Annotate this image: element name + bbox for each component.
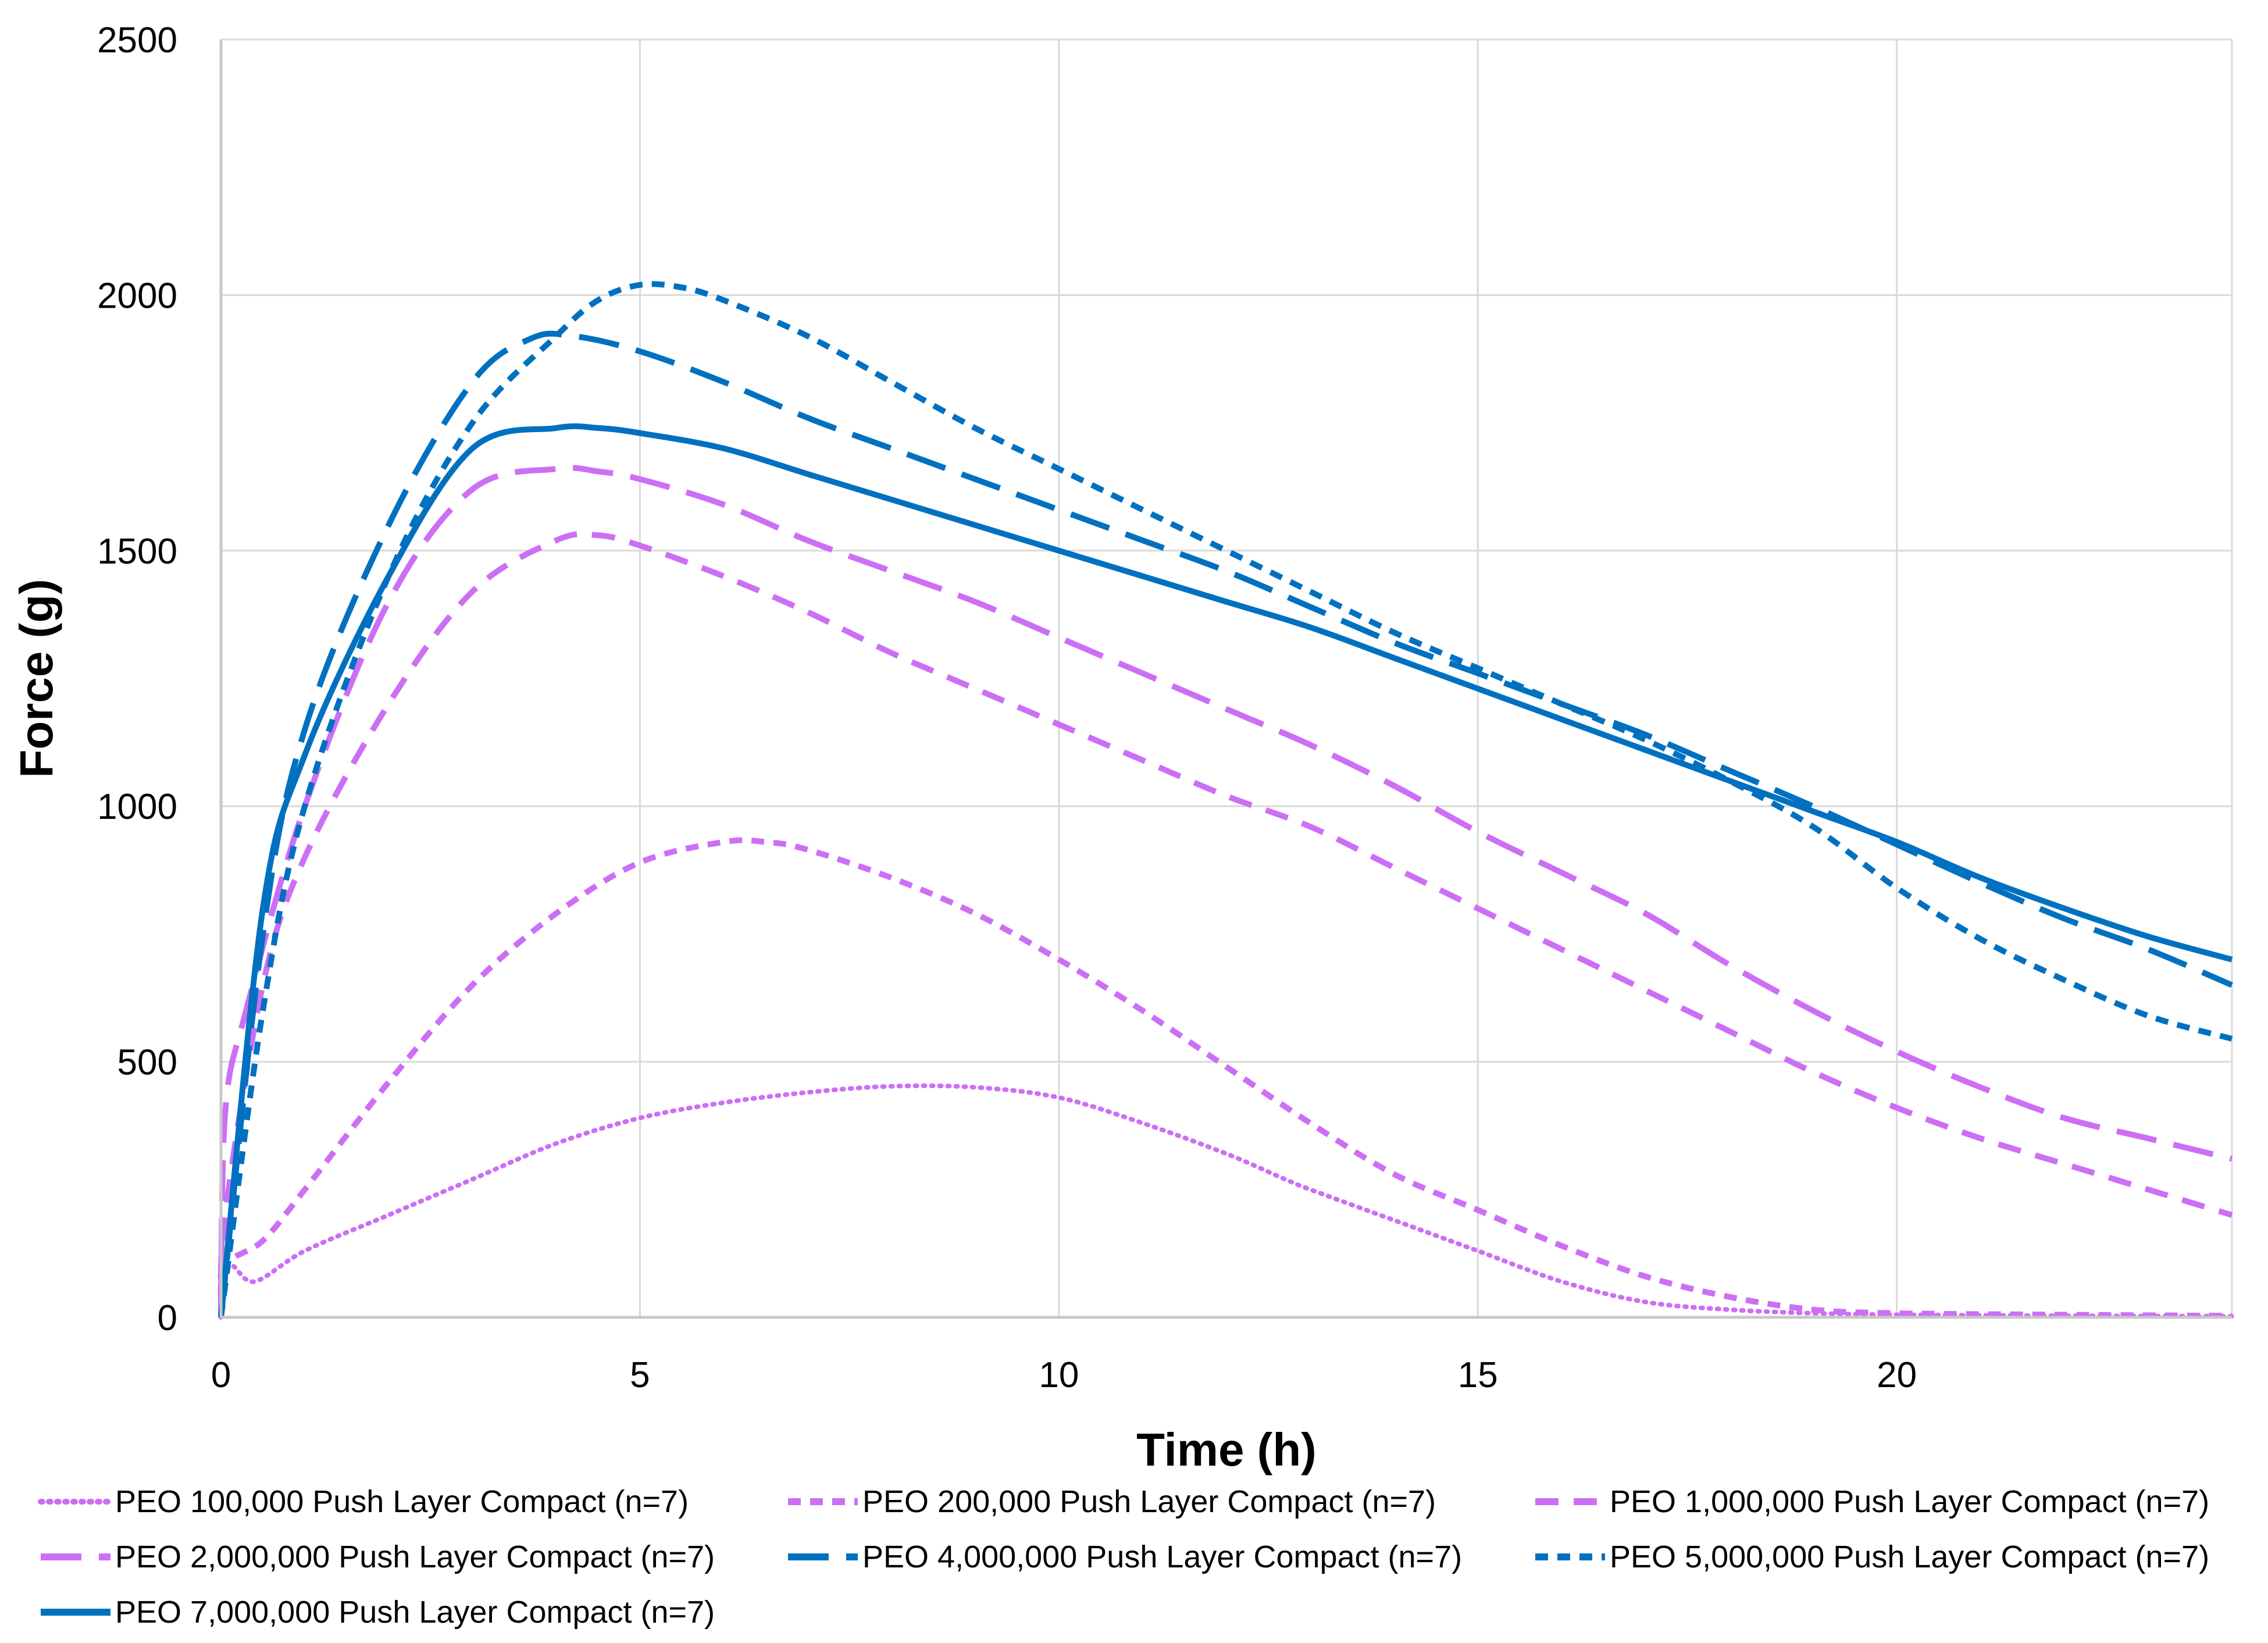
y-tick-label: 1000 <box>97 787 177 827</box>
y-tick-label: 0 <box>158 1298 177 1338</box>
x-tick-label: 15 <box>1458 1355 1498 1395</box>
series-line-1 <box>217 837 2233 1319</box>
legend-label: PEO 5,000,000 Push Layer Compact (n=7) <box>1610 1539 2209 1574</box>
x-axis-title: Time (h) <box>1136 1424 1317 1476</box>
legend-item: PEO 100,000 Push Layer Compact (n=7) <box>38 1484 689 1519</box>
legend-label: PEO 200,000 Push Layer Compact (n=7) <box>862 1484 1436 1519</box>
legend-label: PEO 100,000 Push Layer Compact (n=7) <box>115 1484 689 1519</box>
x-tick-label: 0 <box>211 1355 231 1395</box>
legend-item: PEO 1,000,000 Push Layer Compact (n=7) <box>1535 1484 2209 1519</box>
y-tick-label: 2000 <box>97 276 177 316</box>
y-tick-label: 2500 <box>97 20 177 60</box>
legend-label: PEO 7,000,000 Push Layer Compact (n=7) <box>115 1595 715 1630</box>
legend-item: PEO 7,000,000 Push Layer Compact (n=7) <box>41 1595 715 1630</box>
x-tick-label: 20 <box>1877 1355 1917 1395</box>
y-axis-title: Force (g) <box>10 579 62 778</box>
x-tick-label: 10 <box>1039 1355 1079 1395</box>
y-tick-label: 1500 <box>97 532 177 572</box>
axes: 0 500 1000 1500 2000 2500 0 5 10 15 20 <box>97 20 2232 1395</box>
series-line-6 <box>218 423 2233 1318</box>
x-tick-label: 5 <box>630 1355 650 1395</box>
legend-item: PEO 200,000 Push Layer Compact (n=7) <box>788 1484 1436 1519</box>
legend-item: PEO 4,000,000 Push Layer Compact (n=7) <box>788 1539 1462 1574</box>
legend-item: PEO 5,000,000 Push Layer Compact (n=7) <box>1535 1539 2209 1574</box>
legend-label: PEO 2,000,000 Push Layer Compact (n=7) <box>115 1539 715 1574</box>
legend-label: PEO 4,000,000 Push Layer Compact (n=7) <box>862 1539 1462 1574</box>
gridlines <box>221 38 2233 1317</box>
series-line-2 <box>217 531 2233 1318</box>
legend-label: PEO 1,000,000 Push Layer Compact (n=7) <box>1610 1484 2209 1519</box>
series-lines <box>217 281 2234 1320</box>
legend: PEO 100,000 Push Layer Compact (n=7) PEO … <box>38 1484 2209 1630</box>
legend-item: PEO 2,000,000 Push Layer Compact (n=7) <box>41 1539 715 1574</box>
series-line-0 <box>219 1083 2234 1320</box>
y-tick-label: 500 <box>117 1043 177 1083</box>
